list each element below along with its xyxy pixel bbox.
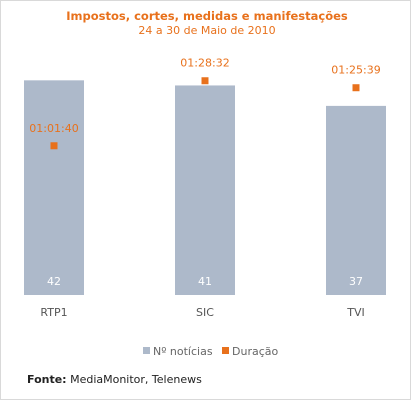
- bar-value-label: 42: [47, 275, 61, 288]
- duration-label: 01:01:40: [29, 122, 78, 135]
- duration-label: 01:28:32: [180, 57, 229, 70]
- legend-label-duracao: Duração: [232, 345, 278, 358]
- duration-point-tvi: [352, 84, 360, 92]
- category-label: TVI: [346, 306, 365, 319]
- chart-subtitle: 24 a 30 de Maio de 2010: [138, 24, 275, 37]
- source-text: MediaMonitor, Telenews: [70, 373, 202, 386]
- source-note: Fonte: MediaMonitor, Telenews: [27, 373, 202, 386]
- source-label: Fonte:: [27, 373, 67, 386]
- chart-title: Impostos, cortes, medidas e manifestaçõe…: [66, 9, 348, 23]
- bar-rtp1: [24, 80, 84, 295]
- legend-label-noticias: Nº notícias: [153, 345, 213, 358]
- category-label: SIC: [196, 306, 214, 319]
- bar-tvi: [326, 105, 386, 295]
- chart-marks: 42 RTP1 01:01:40 41 SIC 01:28:32 37 TVI 01:25:39: [24, 57, 386, 319]
- chart-legend: Nº notícias Duração: [143, 345, 278, 358]
- legend-swatch-duracao: [222, 347, 229, 354]
- duration-point-rtp1: [50, 142, 58, 150]
- bar-value-label: 41: [198, 275, 212, 288]
- bar-value-label: 37: [349, 275, 363, 288]
- legend-swatch-noticias: [143, 347, 150, 354]
- duration-point-sic: [201, 77, 209, 85]
- bar-sic: [175, 85, 235, 295]
- duration-label: 01:25:39: [331, 64, 380, 77]
- category-label: RTP1: [40, 306, 67, 319]
